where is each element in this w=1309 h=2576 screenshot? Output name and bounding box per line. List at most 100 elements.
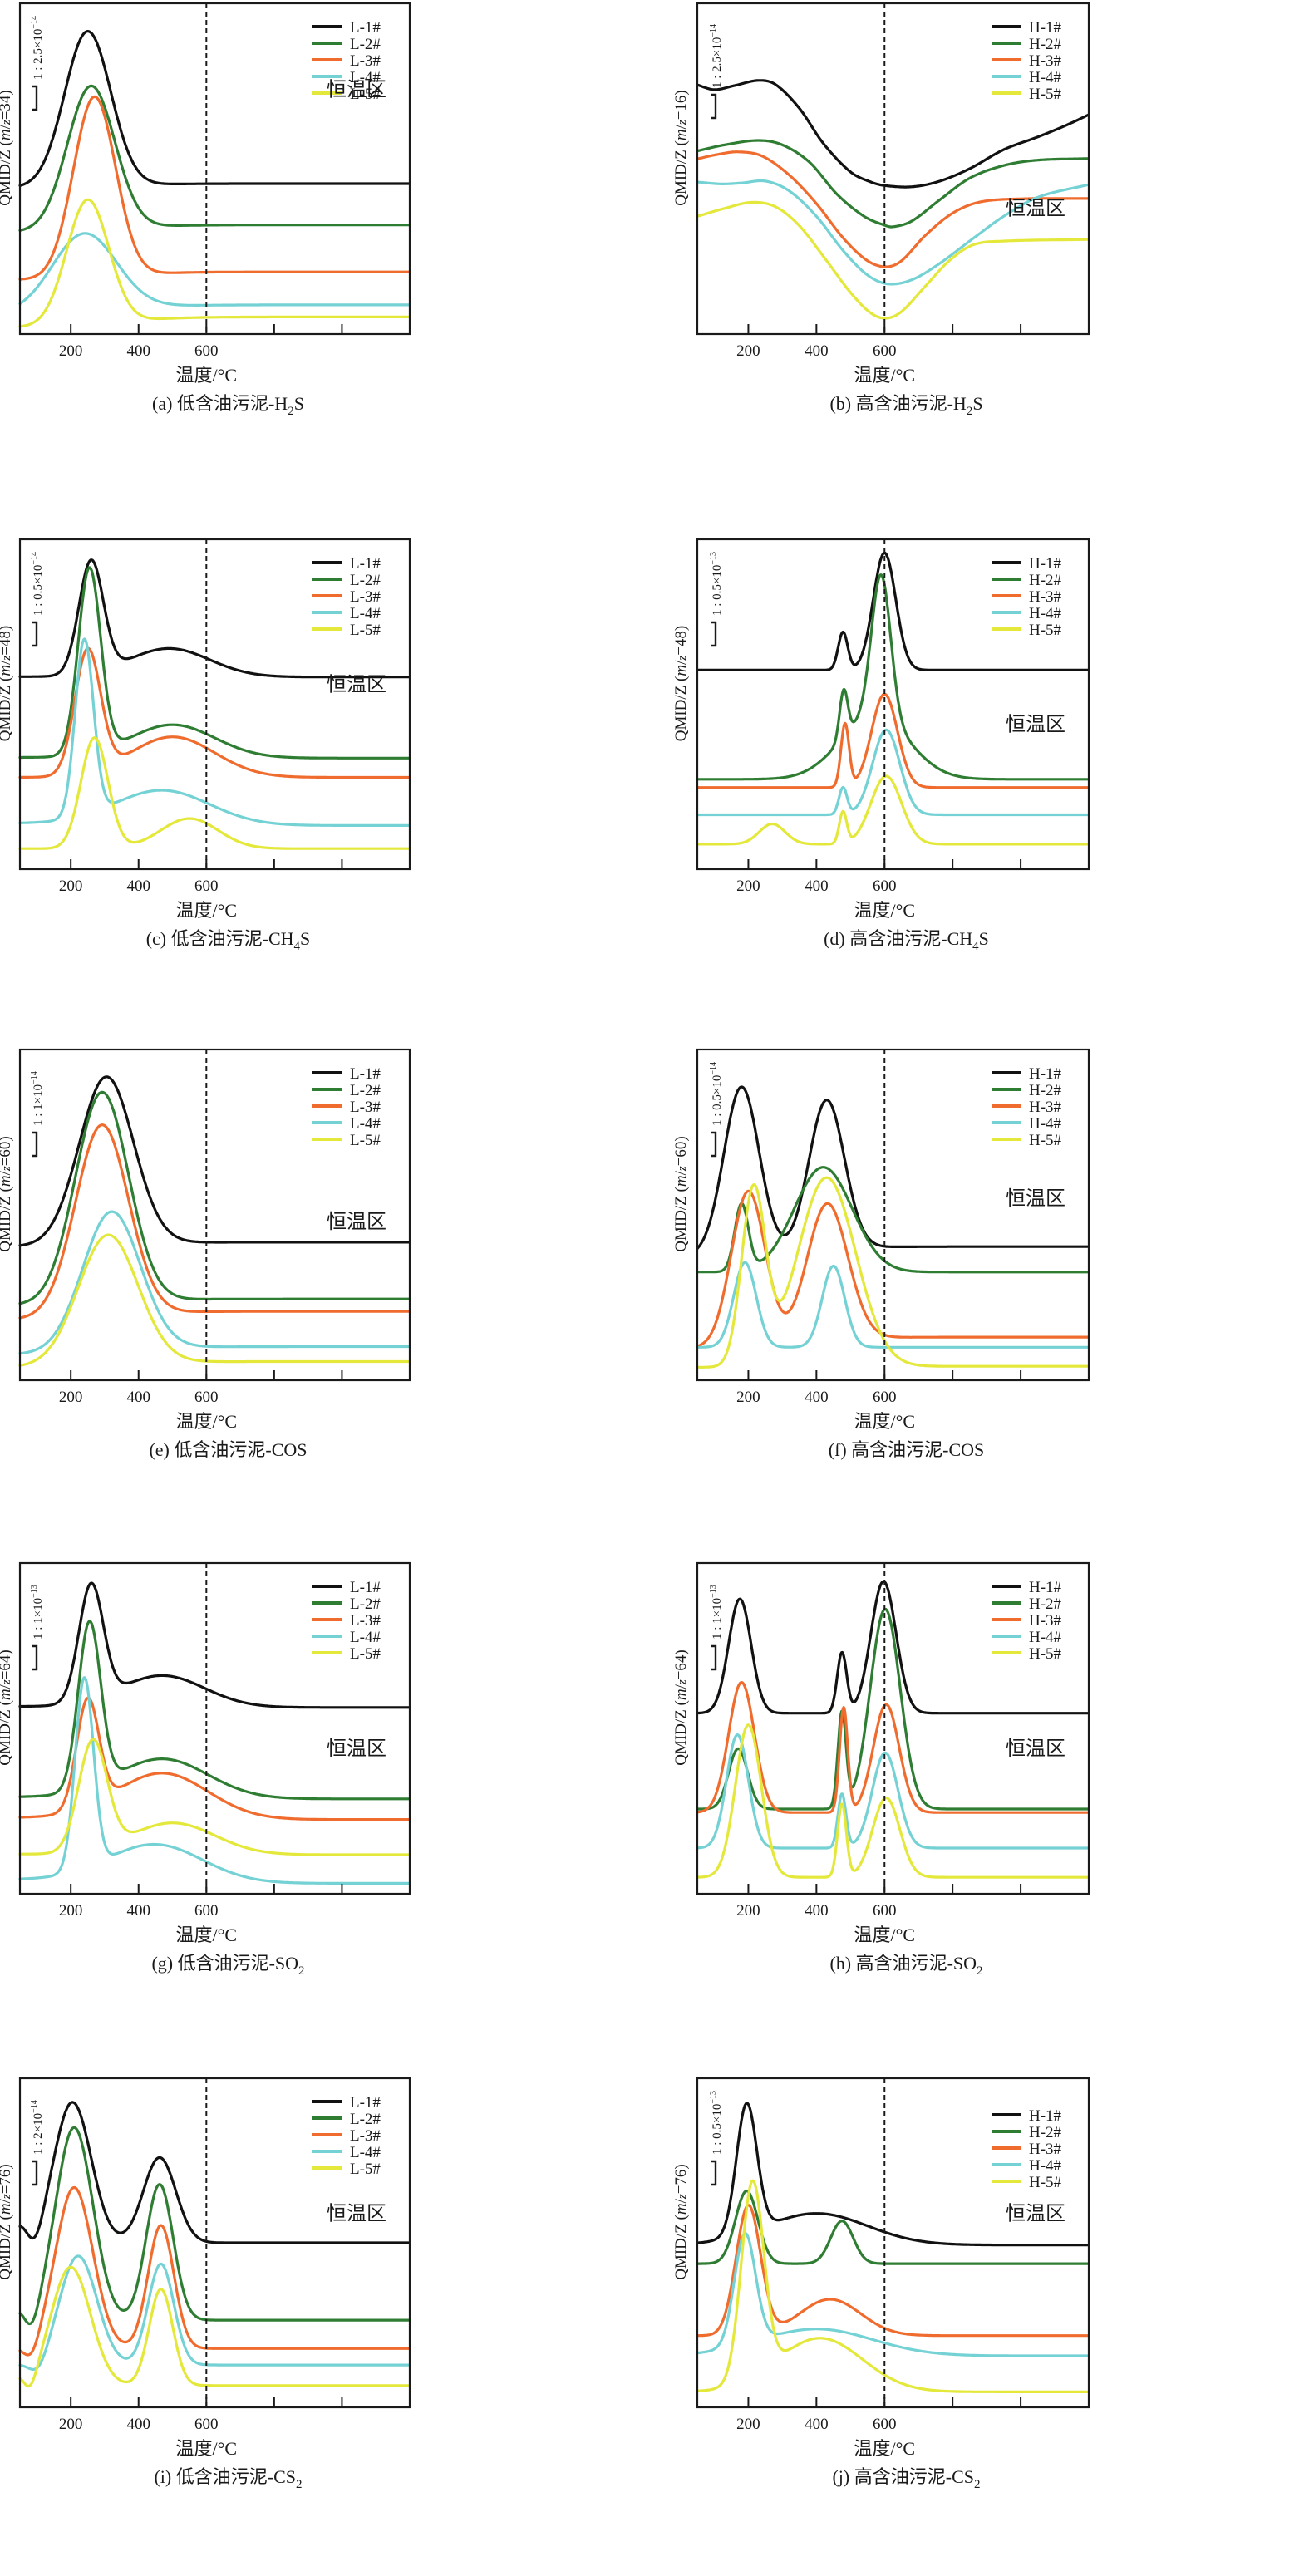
chart-panel-e: 200 400 600 温度/°C (e) 低含油污泥-COS QMID/Z (m/z=6… (0, 1048, 411, 1460)
chart-panel-b: 200 400 600 温度/°C (b) 高含油污泥-H2S QMID/Z (m/z=1… (672, 2, 1090, 418)
legend: L-1#L-2#L-3#L-4#L-5# (312, 1065, 381, 1149)
legend-label: L-2# (350, 2111, 381, 2128)
scale-label: 1 : 2.5×10−14 (30, 16, 45, 80)
legend: L-1#L-2#L-3#L-4#L-5# (312, 19, 381, 103)
legend: H-1#H-2#H-3#H-4#H-5# (992, 1579, 1062, 1663)
series-group (696, 2102, 1090, 2393)
x-axis-label: 温度/°C (176, 1411, 238, 1432)
legend-label: H-2# (1029, 1082, 1062, 1099)
series-group (18, 1075, 411, 1367)
x-axis-label: 温度/°C (176, 900, 238, 921)
legend-label: H-2# (1029, 2124, 1062, 2141)
series-line-l-2 (18, 2126, 411, 2326)
legend-label: H-5# (1029, 2174, 1062, 2191)
scale-label: 1 : 1×10−13 (709, 1585, 724, 1639)
y-axis-label: QMID/Z (m/z=16) (672, 90, 690, 206)
chart-title: (d) 高含油污泥-CH4S (824, 928, 989, 953)
x-tick-label: 400 (805, 2416, 829, 2433)
chart-panel-h: 200 400 600 温度/°C (h) 高含油污泥-SO2​ QMID/Z (m/z=… (672, 1561, 1090, 1978)
scale-label: 1 : 0.5×10−14 (709, 1062, 724, 1126)
y-axis-label: QMID/Z (m/z=76) (672, 2164, 690, 2280)
legend: H-1#H-2#H-3#H-4#H-5# (992, 1065, 1062, 1149)
legend-label: H-1# (1029, 555, 1062, 573)
series-line-h-2 (696, 1166, 1090, 1274)
series-line-h-4 (696, 1733, 1090, 1850)
series-line-h-1 (696, 1580, 1090, 1715)
scale-label: 1 : 2×10−14 (30, 2100, 45, 2155)
x-axis-label: 温度/°C (854, 2438, 915, 2459)
chart-title: (a) 低含油污泥-H2S (152, 393, 304, 418)
legend-label: L-2# (350, 572, 381, 589)
series-line-l-4 (18, 2254, 411, 2371)
legend-label: L-4# (350, 2144, 381, 2161)
x-tick-label: 200 (736, 1389, 760, 1406)
series-line-h-3 (696, 150, 1090, 268)
legend-label: H-1# (1029, 1065, 1062, 1083)
y-axis-label: QMID/Z (m/z=34) (0, 90, 14, 206)
isothermal-zone-label: 恒温区 (327, 1211, 386, 1233)
scale-label: 1 : 1×10−14 (30, 1071, 45, 1126)
axes-frame (18, 538, 411, 871)
series-line-l-2 (18, 84, 411, 232)
x-tick-label: 400 (805, 342, 829, 360)
series-line-h-2 (696, 573, 1090, 781)
legend-label: L-1# (350, 19, 381, 37)
chart-title: (b) 高含油污泥-H2S (829, 393, 982, 418)
x-tick-label: 600 (194, 342, 219, 360)
legend-label: H-4# (1029, 605, 1062, 622)
x-tick-label: 400 (805, 1389, 829, 1406)
x-tick-label: 200 (736, 2416, 760, 2433)
chart-title: (i) 低含油污泥-CS2​ (154, 2466, 302, 2491)
scale-bar-icon (32, 85, 38, 111)
legend-label: L-1# (350, 1065, 381, 1083)
legend-label: L-3# (350, 588, 381, 606)
series-line-l-1 (18, 1581, 411, 1709)
isothermal-zone-label: 恒温区 (1006, 1187, 1065, 1210)
series-line-h-5 (696, 1723, 1090, 1879)
chart-title: (h) 高含油污泥-SO2​ (829, 1953, 982, 1978)
series-line-h-1 (696, 1085, 1090, 1251)
chart-title: (e) 低含油污泥-COS (149, 1439, 307, 1460)
scale-bar-icon (32, 1131, 38, 1158)
legend-label: L-2# (350, 1082, 381, 1099)
isothermal-zone-label: 恒温区 (327, 2202, 386, 2225)
series-line-h-1 (696, 2102, 1090, 2247)
isothermal-zone-label: 恒温区 (1006, 1738, 1065, 1760)
legend-label: L-2# (350, 36, 381, 53)
series-line-l-2 (18, 1620, 411, 1801)
x-axis-label: 温度/°C (854, 365, 915, 386)
legend-label: H-5# (1029, 86, 1062, 103)
series-line-h-5 (696, 2179, 1090, 2393)
scale-label: 1 : 0.5×10−13 (709, 2091, 724, 2155)
scale-bar-icon (711, 1131, 717, 1158)
legend-label: H-3# (1029, 1099, 1062, 1116)
x-tick-label: 400 (126, 2416, 150, 2433)
x-tick-label: 600 (873, 2416, 897, 2433)
series-line-l-5 (18, 736, 411, 850)
axes-frame (696, 1561, 1090, 1895)
series-line-l-5 (18, 1738, 411, 1856)
x-tick-label: 200 (59, 2416, 83, 2433)
legend-label: L-3# (350, 2127, 381, 2145)
y-axis-label: QMID/Z (m/z=60) (672, 1136, 690, 1252)
legend: H-1#H-2#H-3#H-4#H-5# (992, 2107, 1062, 2191)
x-tick-label: 400 (805, 878, 829, 895)
series-line-l-3 (18, 95, 411, 281)
scale-bar-icon (32, 2160, 38, 2186)
chart-title: (f) 高含油污泥-COS (829, 1439, 985, 1460)
y-axis-label: QMID/Z (m/z=60) (0, 1136, 14, 1252)
isothermal-zone-label: 恒温区 (1006, 198, 1065, 220)
x-axis-label: 温度/°C (176, 1925, 238, 1945)
series-line-l-4 (18, 232, 411, 307)
chart-panel-a: 200 400 600 温度/°C (a) 低含油污泥-H2S QMID/Z (m/z=3… (0, 2, 411, 418)
legend-label: H-1# (1029, 2107, 1062, 2125)
series-group (696, 1085, 1090, 1369)
x-axis-label: 温度/°C (854, 900, 915, 921)
axes-frame (18, 1048, 411, 1382)
axes-frame (696, 538, 1090, 871)
legend-label: H-4# (1029, 2157, 1062, 2175)
legend-label: L-3# (350, 52, 381, 70)
series-group (696, 1580, 1090, 1879)
axes-frame (18, 2, 411, 336)
